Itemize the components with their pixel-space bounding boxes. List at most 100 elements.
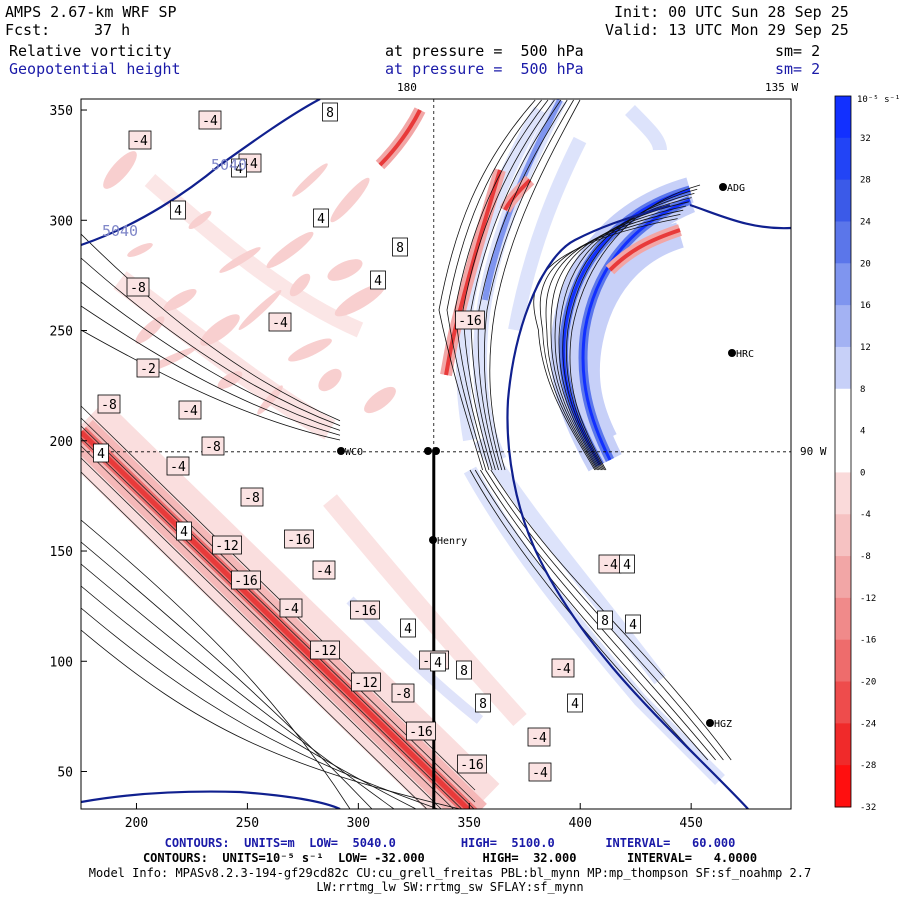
contour-label: 4 bbox=[231, 158, 247, 178]
contour-label: -16 bbox=[406, 721, 436, 741]
colorbar: 32 28 24 20 16 12 8 4 0 -4 -8 -12 -16 -20 -24 -28 -32 bbox=[834, 95, 876, 813]
field2-name: Geopotential height bbox=[9, 60, 181, 78]
contour-label: -4 bbox=[528, 762, 552, 782]
colorbar-label: 12 bbox=[860, 343, 871, 353]
plot-frame bbox=[80, 98, 792, 810]
x-tick-label: 450 bbox=[679, 816, 702, 831]
svg-text:HGZ: HGZ bbox=[714, 719, 732, 730]
forecast-label: Fcst: bbox=[5, 21, 51, 39]
svg-text:HRC: HRC bbox=[736, 349, 754, 360]
top-lon-label-135w: 135 W bbox=[765, 81, 798, 94]
x-tick-label: 300 bbox=[347, 816, 370, 831]
svg-text:8: 8 bbox=[460, 664, 468, 679]
contour-label: 8 bbox=[456, 660, 472, 680]
contour-label: 4 bbox=[176, 521, 192, 541]
contour-label: -4 bbox=[527, 727, 551, 747]
colorbar-label: 8 bbox=[860, 385, 865, 395]
contour-label: 4 bbox=[370, 270, 386, 290]
colorbar-label: -28 bbox=[860, 761, 876, 771]
y-tick-label: 50 bbox=[57, 766, 73, 781]
svg-text:-16: -16 bbox=[234, 574, 257, 589]
svg-text:-8: -8 bbox=[395, 687, 411, 702]
svg-text:-2: -2 bbox=[140, 362, 156, 377]
svg-text:-4: -4 bbox=[602, 558, 618, 573]
svg-text:-8: -8 bbox=[101, 398, 117, 413]
colorbar-label: -32 bbox=[860, 803, 876, 813]
contour-label: -8 bbox=[240, 487, 264, 507]
svg-text:-12: -12 bbox=[215, 539, 238, 554]
contour-label: -16 bbox=[284, 529, 314, 549]
footer-model-physics: LW:rrtmg_lw SW:rrtmg_sw SFLAY:sf_mynn bbox=[316, 880, 584, 894]
contour-label: -16 bbox=[457, 754, 487, 774]
contour-label: -4 bbox=[279, 598, 303, 618]
contour-label: -4 bbox=[598, 554, 622, 574]
contour-label: 4 bbox=[400, 618, 416, 638]
colorbar-unit: 10⁻⁵ s⁻¹ bbox=[857, 95, 900, 105]
svg-text:-4: -4 bbox=[132, 134, 148, 149]
init-time: Init: 00 UTC Sun 28 Sep 25 bbox=[614, 3, 849, 21]
x-tick-label: 400 bbox=[568, 816, 591, 831]
negative-vorticity-band bbox=[81, 173, 527, 809]
svg-text:8: 8 bbox=[326, 106, 334, 121]
field1-smoothing: sm= 2 bbox=[775, 42, 821, 60]
colorbar-label: 28 bbox=[860, 176, 871, 186]
svg-text:-4: -4 bbox=[272, 316, 288, 331]
footer-model-info: Model Info: MPASv8.2.3-194-gf29cd82c CU:… bbox=[88, 866, 812, 880]
contour-label: -2 bbox=[136, 358, 160, 378]
station-hgz: HGZ bbox=[706, 719, 732, 730]
svg-text:4: 4 bbox=[623, 558, 631, 573]
svg-text:WCO: WCO bbox=[345, 447, 363, 458]
svg-text:-8: -8 bbox=[130, 281, 146, 296]
station-dot-a bbox=[424, 447, 432, 455]
colorbar-label: 16 bbox=[860, 301, 871, 311]
contour-label: 4 bbox=[93, 443, 109, 463]
height-contour-label: 5040 bbox=[102, 222, 138, 240]
contour-label: 8 bbox=[322, 102, 338, 122]
height-contour-label: 5040 bbox=[211, 156, 247, 174]
svg-text:-12: -12 bbox=[313, 644, 336, 659]
svg-text:4: 4 bbox=[174, 204, 182, 219]
forecast-hours: 37 h bbox=[94, 21, 131, 39]
svg-text:-4: -4 bbox=[283, 602, 299, 617]
station-wco: WCO bbox=[337, 447, 363, 458]
svg-text:-4: -4 bbox=[555, 662, 571, 677]
contour-label: 4 bbox=[619, 554, 635, 574]
station-dot-b bbox=[432, 447, 440, 455]
contour-label: -4 bbox=[178, 400, 202, 420]
svg-text:4: 4 bbox=[235, 162, 243, 177]
colorbar-label: -8 bbox=[860, 552, 871, 562]
contour-label: 8 bbox=[597, 610, 613, 630]
y-tick-label: 300 bbox=[50, 214, 73, 229]
svg-text:-16: -16 bbox=[460, 758, 483, 773]
x-tick-label: 250 bbox=[236, 816, 259, 831]
contour-label: -12 bbox=[310, 640, 340, 660]
y-tick-label: 350 bbox=[50, 104, 73, 119]
contour-label: 8 bbox=[392, 237, 408, 257]
upper-negative-streaks bbox=[103, 107, 682, 415]
station-hrc: HRC bbox=[728, 349, 754, 360]
contour-label: 4 bbox=[430, 652, 446, 672]
colorbar-label: 32 bbox=[860, 134, 871, 144]
svg-text:-12: -12 bbox=[354, 676, 377, 691]
contour-label: -12 bbox=[351, 672, 381, 692]
svg-text:8: 8 bbox=[601, 614, 609, 629]
positive-vorticity-streaks bbox=[455, 99, 725, 785]
svg-text:8: 8 bbox=[396, 241, 404, 256]
svg-text:4: 4 bbox=[629, 618, 637, 633]
x-tick-label: 350 bbox=[458, 816, 481, 831]
station-henry: Henry bbox=[429, 536, 467, 547]
colorbar-label: 20 bbox=[860, 259, 871, 269]
contour-label: 4 bbox=[625, 614, 641, 634]
svg-text:4: 4 bbox=[97, 447, 105, 462]
footer-contours-height: CONTOURS: UNITS=m LOW= 5040.0 HIGH= 5100… bbox=[164, 836, 736, 850]
y-tick-label: 150 bbox=[50, 545, 73, 560]
contour-label: -16 bbox=[231, 570, 261, 590]
contour-label: -4 bbox=[312, 560, 336, 580]
svg-text:-4: -4 bbox=[531, 731, 547, 746]
contour-label: -4 bbox=[551, 658, 575, 678]
svg-text:-8: -8 bbox=[205, 440, 221, 455]
contour-label: -4 bbox=[268, 312, 292, 332]
svg-text:-16: -16 bbox=[353, 604, 376, 619]
svg-text:-4: -4 bbox=[182, 404, 198, 419]
contour-label: -8 bbox=[126, 277, 150, 297]
